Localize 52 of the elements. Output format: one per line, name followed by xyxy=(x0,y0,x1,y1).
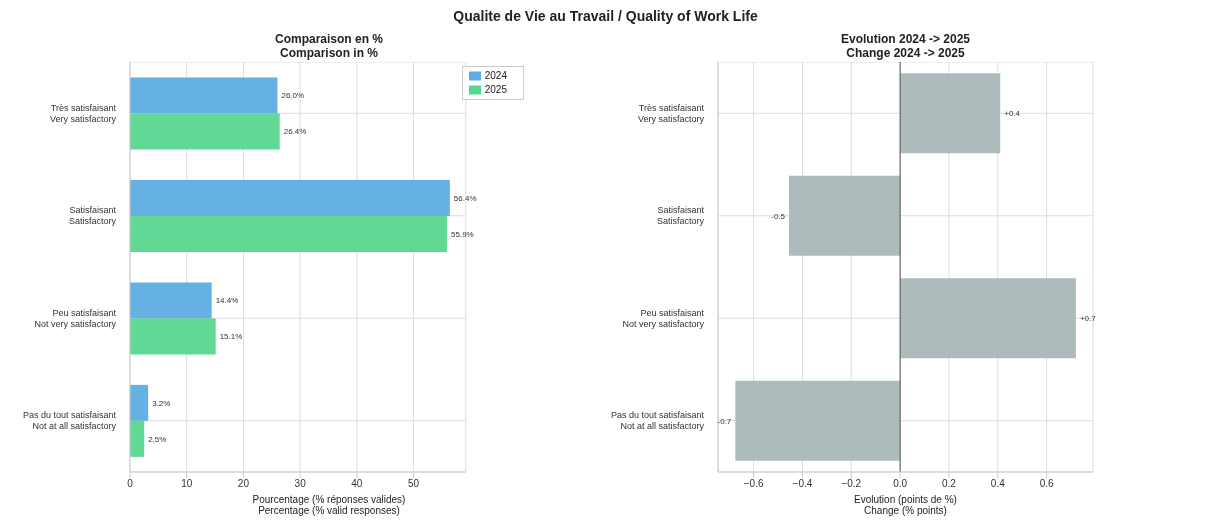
data-label: 3.2% xyxy=(152,398,171,408)
chart-title: Evolution 2024 -> 2025 Change 2024 -> 2025 xyxy=(839,32,972,62)
x-tick-label: 0.2 xyxy=(942,478,957,490)
x-axis-title: Pourcentage (% réponses valides) Percentage (% valid responses) xyxy=(251,494,407,516)
y-tick-label: Très satisfaisant Very satisfactory xyxy=(49,102,117,124)
bar xyxy=(900,278,1076,359)
y-tick-label: Satisfaisant Satisfactory xyxy=(68,205,117,227)
y-tick-label: Pas du tout satisfaisant Not at all satisfactory xyxy=(22,410,117,432)
bar xyxy=(130,282,212,319)
bar xyxy=(130,384,149,421)
x-tick-label: 50 xyxy=(408,478,420,490)
x-tick-label: 0.4 xyxy=(990,478,1006,490)
x-tick-label: 10 xyxy=(181,478,193,490)
y-tick-label: Pas du tout satisfaisant Not at all satisfactory xyxy=(610,410,705,432)
text: Qualite de Vie au Travail / Quality of Work Life xyxy=(452,8,759,26)
x-tick-label: 0.6 xyxy=(1039,478,1054,490)
data-label: 55.9% xyxy=(451,229,474,239)
bar xyxy=(130,77,278,114)
chart-title: Comparaison en % Comparison in % xyxy=(274,32,384,62)
bar xyxy=(130,179,450,216)
y-tick-label: Peu satisfaisant Not very satisfactory xyxy=(34,307,117,329)
bar xyxy=(900,73,1001,154)
data-label: 56.4% xyxy=(453,193,477,203)
x-tick-label: 20 xyxy=(237,478,250,490)
data-label: 15.1% xyxy=(219,332,243,342)
data-label: 26.0% xyxy=(281,91,305,101)
bar xyxy=(130,215,448,252)
data-label: 2.5% xyxy=(148,434,167,444)
x-tick-label: −0.2 xyxy=(841,478,862,490)
x-tick-label: −0.6 xyxy=(743,478,764,490)
bar xyxy=(789,175,901,256)
bar xyxy=(130,113,280,150)
bar xyxy=(735,380,901,461)
data-label: +0.7 xyxy=(1079,314,1097,324)
data-label: 14.4% xyxy=(215,296,239,306)
y-tick-label: Peu satisfaisant Not very satisfactory xyxy=(622,307,705,329)
x-tick-label: 0.0 xyxy=(893,478,908,490)
data-label: 26.4% xyxy=(283,127,307,137)
y-tick-label: Satisfaisant Satisfactory xyxy=(656,205,705,227)
y-tick-label: Très satisfaisant Very satisfactory xyxy=(637,102,705,124)
legend-label: 2025 xyxy=(484,84,507,95)
data-label: +0.4 xyxy=(1004,109,1021,119)
data-label: -0.7 xyxy=(717,416,732,426)
bar xyxy=(130,420,145,457)
legend-label: 2024 xyxy=(484,70,507,81)
bar xyxy=(130,318,216,355)
x-axis-title: Evolution (points de %) Change (% points) xyxy=(853,494,958,516)
x-tick-label: 30 xyxy=(294,478,307,490)
x-tick-label: −0.4 xyxy=(792,478,813,490)
data-label: -0.5 xyxy=(771,211,786,221)
x-tick-label: 0 xyxy=(127,478,134,490)
x-tick-label: 40 xyxy=(351,478,363,490)
